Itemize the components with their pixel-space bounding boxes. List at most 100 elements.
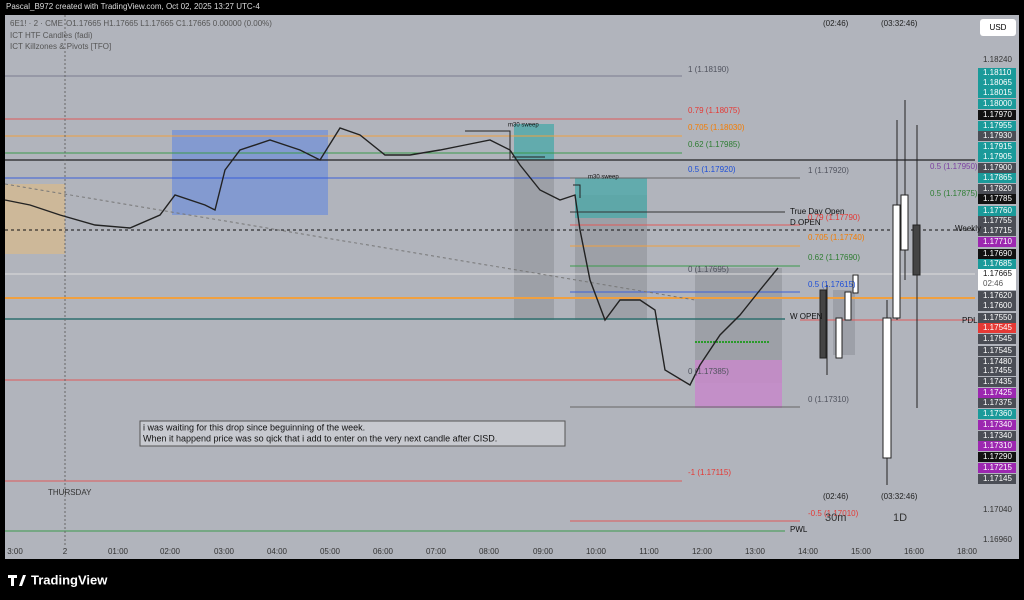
price-label: 1.17685 [983,259,1012,268]
price-label-box [978,357,1016,367]
chart-area [5,15,975,545]
ohlc: O1.17665 H1.17665 L1.17665 C1.17665 0.00… [66,19,272,28]
currency: USD [990,23,1007,32]
price-label: 1.18110 [983,68,1012,77]
price-label-box [978,474,1016,484]
price-label-box [978,78,1016,88]
price-label: 1.17215 [983,463,1012,472]
chart-label: 1D [893,512,907,524]
price-label: 1.17145 [983,474,1012,483]
chart-label: 0 (1.17385) [688,367,729,376]
price-label-box [978,398,1016,408]
htf-candles [819,100,921,485]
note-line: i was waiting for this drop since beguin… [143,422,365,432]
time-label: 11:00 [639,547,659,556]
price-label: 1.18240 [983,55,1012,64]
price-label: 1.17620 [983,291,1012,300]
time-label: 10:00 [586,547,607,556]
price-label-box [978,237,1016,247]
price-label-box [978,377,1016,387]
chart-label: PDL [962,316,978,325]
price-label-box [978,313,1016,323]
price-label-box [978,259,1016,269]
price-label: 1.17600 [983,301,1012,310]
price-path [4,127,779,386]
time-label: 15:00 [851,547,872,556]
chart-label: True Day Open [790,207,844,216]
last-price-box [978,268,1016,290]
price-label: 1.17970 [983,110,1012,119]
chart-label: 0 (1.17695) [688,265,729,274]
time-label: 16:00 [904,547,925,556]
price-label: 1.17955 [983,121,1012,130]
price-label: 1.17360 [983,409,1012,418]
price-label-box [978,226,1016,236]
price-label-box [978,420,1016,430]
price-label: 1.17690 [983,249,1012,258]
chart-label: 0.705 (1.18030) [688,123,745,132]
time-label: 3:00 [7,547,23,556]
price-label-box [978,409,1016,419]
price-label: 1.17545 [983,346,1012,355]
price-label: 1.18015 [983,88,1012,97]
price-label-box [978,431,1016,441]
price-label-box [978,173,1016,183]
price-label-box [978,249,1016,259]
price-label: 1.17550 [983,313,1012,322]
chart-label: THURSDAY [48,488,92,497]
time-label: 05:00 [320,547,341,556]
price-label: 1.18000 [983,99,1012,108]
countdown: 02:46 [983,279,1004,288]
price-label: 1.18065 [983,78,1012,87]
time-label: 14:00 [798,547,819,556]
chart-label: m30 sweep [588,175,619,181]
currency-button[interactable] [980,19,1016,36]
price-label-box [978,441,1016,451]
chart-label: 0.5 (1.17615) [808,280,856,289]
time-label: 09:00 [533,547,554,556]
price-label-box [978,366,1016,376]
price-label: 1.17865 [983,173,1012,182]
price-label-box [978,131,1016,141]
last-price: 1.17665 [983,269,1012,278]
price-label-box [978,291,1016,301]
price-label-box [978,334,1016,344]
time-label: 13:00 [745,547,766,556]
price-label: 1.17340 [983,431,1012,440]
note-line: When it happend price was so qick that i… [143,433,497,443]
indicator: ICT HTF Candles (fadi) [10,31,93,40]
price-label: 1.17310 [983,441,1012,450]
price-label-box [978,194,1016,204]
time-label: 06:00 [373,547,394,556]
price-label: 1.17435 [983,377,1012,386]
price-label-box [978,463,1016,473]
price-label: 1.17290 [983,452,1012,461]
chart-label: 1 (1.18190) [688,65,729,74]
price-label-box [978,88,1016,98]
price-label: 1.17760 [983,206,1012,215]
indicator: ICT Killzones & Pivots [TFO] [10,42,111,51]
chart-label: D OPEN [790,218,821,227]
price-label: 1.17455 [983,366,1012,375]
symbol: 6E1! · 2 · CME [10,19,63,28]
price-label-box [978,110,1016,120]
price-label-box [978,206,1016,216]
price-label: 1.17915 [983,142,1012,151]
brand [8,575,26,586]
price-label-box [978,152,1016,162]
chart-label: 0.5 (1.17875) [930,189,978,198]
price-label: 1.17710 [983,237,1012,246]
chart-label: -0.5 (1.17010) [808,509,859,518]
chart-label: 0.705 (1.17740) [808,233,865,242]
chart-label: 0.79 (1.17790) [808,213,860,222]
price-label: 1.16960 [983,535,1012,544]
price-label: 1.17375 [983,398,1012,407]
chart-label: 0.62 (1.17985) [688,140,740,149]
chart-label: 1 (1.17920) [808,166,849,175]
chart-label: 0.62 (1.17690) [808,253,860,262]
chart-label: -1 (1.17115) [688,468,731,477]
price-label: 1.17755 [983,216,1012,225]
brand-name: TradingView [31,572,108,587]
drawings [4,15,975,545]
